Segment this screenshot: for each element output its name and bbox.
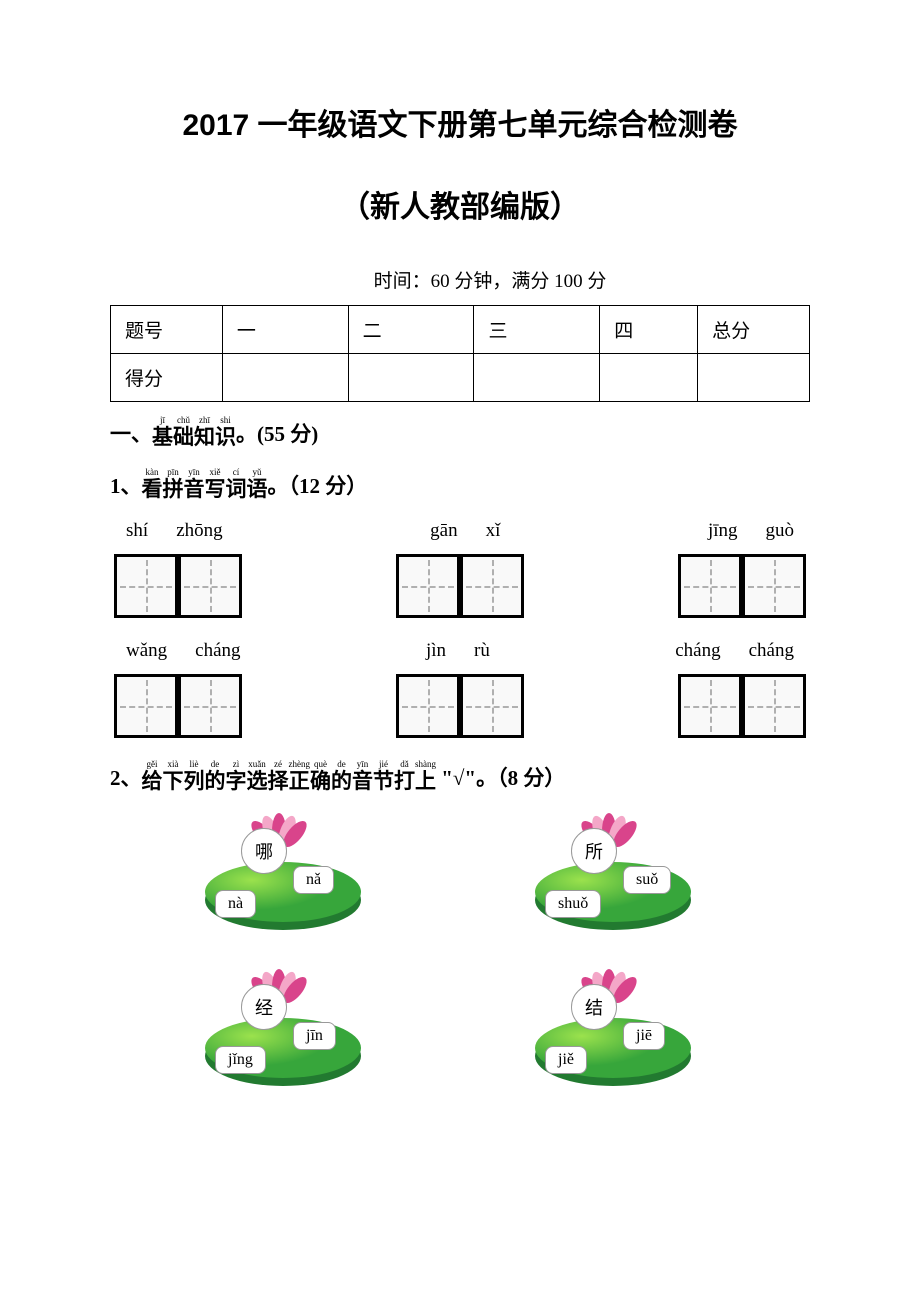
pinyin-syllable: wǎng bbox=[126, 640, 167, 662]
pinyin-syllable: cháng bbox=[675, 640, 720, 662]
pinyin-row-1: shí zhōng gān xǐ jīng guò bbox=[110, 520, 810, 542]
pinyin-option[interactable]: nà bbox=[215, 890, 256, 918]
tian-box bbox=[460, 554, 524, 618]
pinyin-option[interactable]: jiē bbox=[623, 1022, 665, 1050]
char-box-pair bbox=[114, 554, 242, 618]
tian-box bbox=[742, 674, 806, 738]
tian-box bbox=[678, 554, 742, 618]
pinyin-option[interactable]: shuǒ bbox=[545, 890, 601, 918]
header-cell: 三 bbox=[474, 306, 600, 354]
table-row: 得分 bbox=[111, 354, 810, 402]
pinyin-syllable: shí bbox=[126, 520, 148, 542]
char-box-pair bbox=[396, 554, 524, 618]
pinyin-option[interactable]: nǎ bbox=[293, 866, 334, 894]
header-cell: 总分 bbox=[698, 306, 810, 354]
lotus-char: 结 bbox=[571, 984, 617, 1030]
header-cell: 题号 bbox=[111, 306, 223, 354]
pinyin-option[interactable]: jīn bbox=[293, 1022, 336, 1050]
pinyin-syllable: xǐ bbox=[486, 520, 501, 542]
question-1-heading: 1、kàn看pīn拼yīn音xiě写cí词yǔ语。（12 分） bbox=[110, 468, 810, 500]
tian-box bbox=[114, 554, 178, 618]
lotus-char: 哪 bbox=[241, 828, 287, 874]
char-box-pair bbox=[114, 674, 242, 738]
header-cell: 一 bbox=[222, 306, 348, 354]
page-title-2: （新人教部编版） bbox=[110, 182, 810, 226]
score-cell bbox=[474, 354, 600, 402]
pinyin-row-2: wǎng cháng jìn rù cháng cháng bbox=[110, 640, 810, 662]
tian-box bbox=[396, 554, 460, 618]
pinyin-group: gān xǐ bbox=[418, 520, 512, 542]
lotus-char: 经 bbox=[241, 984, 287, 1030]
tian-box bbox=[178, 674, 242, 738]
score-cell bbox=[600, 354, 698, 402]
table-row: 题号 一 二 三 四 总分 bbox=[111, 306, 810, 354]
char-box-pair bbox=[678, 554, 806, 618]
box-row-1 bbox=[110, 554, 810, 618]
row-label: 得分 bbox=[111, 354, 223, 402]
lotus-char: 所 bbox=[571, 828, 617, 874]
lotus-item: 经 jǐng jīn bbox=[195, 968, 395, 1088]
lotus-row-2: 经 jǐng jīn 结 jiě jiē bbox=[110, 968, 810, 1088]
pinyin-option[interactable]: suǒ bbox=[623, 866, 671, 894]
pinyin-syllable: jīng bbox=[708, 520, 738, 542]
box-row-2 bbox=[110, 674, 810, 738]
pinyin-group: jīng guò bbox=[696, 520, 806, 542]
pinyin-group: jìn rù bbox=[414, 640, 502, 662]
pinyin-syllable: jìn bbox=[426, 640, 446, 662]
pinyin-syllable: cháng bbox=[195, 640, 240, 662]
pinyin-syllable: gān bbox=[430, 520, 457, 542]
section-1-heading: 一、jī基chǔ础zhī知shi识。(55 分) bbox=[110, 416, 810, 448]
question-2-heading: 2、gěi给xià下liè列de的zì字xuǎn选zé择zhèng正què确de… bbox=[110, 760, 810, 792]
tian-box bbox=[178, 554, 242, 618]
tian-box bbox=[460, 674, 524, 738]
pinyin-option[interactable]: jiě bbox=[545, 1046, 587, 1074]
char-box-pair bbox=[678, 674, 806, 738]
score-cell bbox=[348, 354, 474, 402]
lotus-item: 结 jiě jiē bbox=[525, 968, 725, 1088]
tian-box bbox=[396, 674, 460, 738]
tian-box bbox=[114, 674, 178, 738]
tian-box bbox=[742, 554, 806, 618]
pinyin-group: wǎng cháng bbox=[114, 640, 253, 662]
tian-box bbox=[678, 674, 742, 738]
lotus-item: 所 shuǒ suǒ bbox=[525, 812, 725, 932]
pinyin-group: cháng cháng bbox=[663, 640, 806, 662]
pinyin-syllable: rù bbox=[474, 640, 490, 662]
pinyin-syllable: zhōng bbox=[176, 520, 222, 542]
page-title-1: 2017 一年级语文下册第七单元综合检测卷 bbox=[110, 100, 810, 144]
pinyin-syllable: guò bbox=[766, 520, 795, 542]
lotus-row-1: 哪 nà nǎ 所 shuǒ suǒ bbox=[110, 812, 810, 932]
header-cell: 四 bbox=[600, 306, 698, 354]
score-cell bbox=[222, 354, 348, 402]
lotus-item: 哪 nà nǎ bbox=[195, 812, 395, 932]
timing-info: 时间：60 分钟，满分 100 分 bbox=[110, 266, 810, 293]
pinyin-option[interactable]: jǐng bbox=[215, 1046, 266, 1074]
pinyin-group: shí zhōng bbox=[114, 520, 235, 542]
score-cell bbox=[698, 354, 810, 402]
header-cell: 二 bbox=[348, 306, 474, 354]
score-table: 题号 一 二 三 四 总分 得分 bbox=[110, 305, 810, 402]
pinyin-syllable: cháng bbox=[749, 640, 794, 662]
char-box-pair bbox=[396, 674, 524, 738]
